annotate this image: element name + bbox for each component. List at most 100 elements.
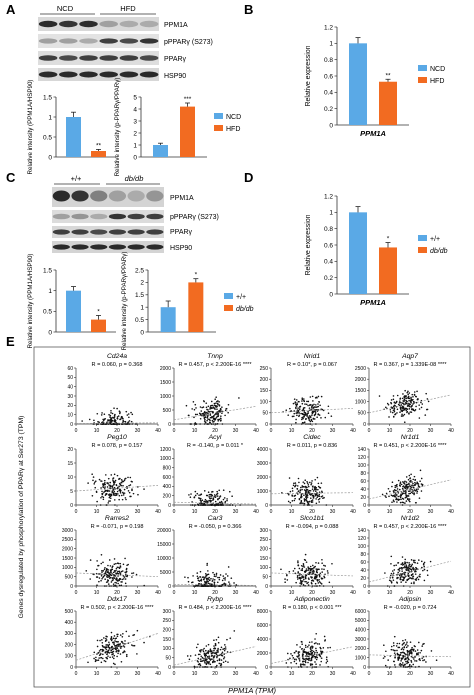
data-point xyxy=(207,652,209,655)
data-point xyxy=(136,629,139,632)
y-tick-label: 3000 xyxy=(62,528,73,534)
data-point xyxy=(218,659,221,662)
data-point xyxy=(291,487,294,490)
data-point xyxy=(124,578,127,580)
y-tick-label: 1 xyxy=(48,288,52,295)
data-point xyxy=(405,575,407,577)
data-point xyxy=(399,482,402,485)
data-point xyxy=(210,407,212,410)
data-point xyxy=(308,501,310,503)
y-tick-label: 1.2 xyxy=(324,24,333,31)
data-point xyxy=(205,500,208,502)
data-point xyxy=(315,568,318,570)
data-point xyxy=(315,406,317,408)
data-point xyxy=(205,406,208,409)
data-point xyxy=(314,485,316,488)
data-point xyxy=(110,585,112,587)
data-point xyxy=(398,484,401,487)
data-point xyxy=(88,418,91,421)
data-point xyxy=(211,404,214,407)
data-point xyxy=(201,406,203,409)
data-point xyxy=(310,568,312,570)
data-point xyxy=(220,415,222,417)
data-point xyxy=(411,646,413,649)
data-point xyxy=(315,488,317,491)
data-point xyxy=(98,478,101,481)
data-point xyxy=(114,479,117,482)
data-point xyxy=(220,662,222,665)
data-point xyxy=(286,573,288,576)
data-point xyxy=(188,494,190,496)
data-point xyxy=(196,585,199,587)
data-point xyxy=(414,409,417,411)
significance-label: * xyxy=(195,272,198,279)
data-point xyxy=(129,476,132,479)
data-point xyxy=(216,413,218,416)
data-point xyxy=(233,582,235,584)
data-point xyxy=(416,649,419,651)
data-point xyxy=(309,565,312,568)
y-tick-label: 50 xyxy=(262,574,268,580)
data-point xyxy=(302,502,304,505)
x-tick-label: 20 xyxy=(309,671,315,677)
data-point xyxy=(386,585,389,587)
data-point xyxy=(98,650,101,652)
significance-label: ** xyxy=(96,142,102,149)
data-point xyxy=(128,416,130,419)
data-point xyxy=(402,501,405,504)
data-point xyxy=(321,558,323,561)
data-point xyxy=(392,572,395,575)
data-point xyxy=(192,504,194,506)
blot-band xyxy=(119,38,139,44)
data-point xyxy=(213,639,215,641)
data-point xyxy=(314,661,316,663)
data-point xyxy=(122,484,124,487)
y-tick-label: 0.5 xyxy=(135,317,144,324)
data-point xyxy=(205,652,208,655)
x-tick-label: 0 xyxy=(75,428,78,434)
data-point xyxy=(389,666,391,668)
data-point xyxy=(118,423,120,425)
data-point xyxy=(393,664,396,666)
blot-band xyxy=(90,190,108,202)
data-point xyxy=(119,490,122,493)
data-point xyxy=(224,414,226,417)
trend-line xyxy=(173,646,257,666)
data-point xyxy=(122,419,124,422)
x-tick-label: 40 xyxy=(350,509,356,515)
data-point xyxy=(96,659,98,662)
data-point xyxy=(298,400,300,403)
data-point xyxy=(107,655,109,657)
data-point xyxy=(222,648,224,651)
data-point xyxy=(289,657,291,660)
data-point xyxy=(199,504,202,506)
y-tick-label: 60 xyxy=(67,366,73,372)
y-tick-label: 500 xyxy=(163,408,172,414)
data-point xyxy=(426,569,429,572)
data-point xyxy=(416,492,418,494)
data-point xyxy=(124,423,127,425)
data-point xyxy=(300,580,302,583)
data-point xyxy=(418,665,420,668)
data-point xyxy=(215,653,218,656)
data-point xyxy=(307,423,309,425)
data-point xyxy=(224,660,227,663)
data-point xyxy=(390,580,392,582)
data-point xyxy=(218,662,221,665)
data-point xyxy=(102,576,104,579)
data-point xyxy=(421,484,424,487)
y-tick-label: 1.5 xyxy=(43,94,52,101)
data-point xyxy=(212,406,215,409)
data-point xyxy=(403,409,405,412)
data-point xyxy=(206,660,208,663)
data-point xyxy=(113,643,115,646)
data-point xyxy=(131,572,133,575)
data-point xyxy=(398,400,401,402)
data-point xyxy=(218,497,221,500)
blot-group-label: NCD xyxy=(57,4,74,13)
data-point xyxy=(312,496,315,499)
data-point xyxy=(113,499,116,501)
data-point xyxy=(392,574,394,576)
data-point xyxy=(208,421,211,424)
